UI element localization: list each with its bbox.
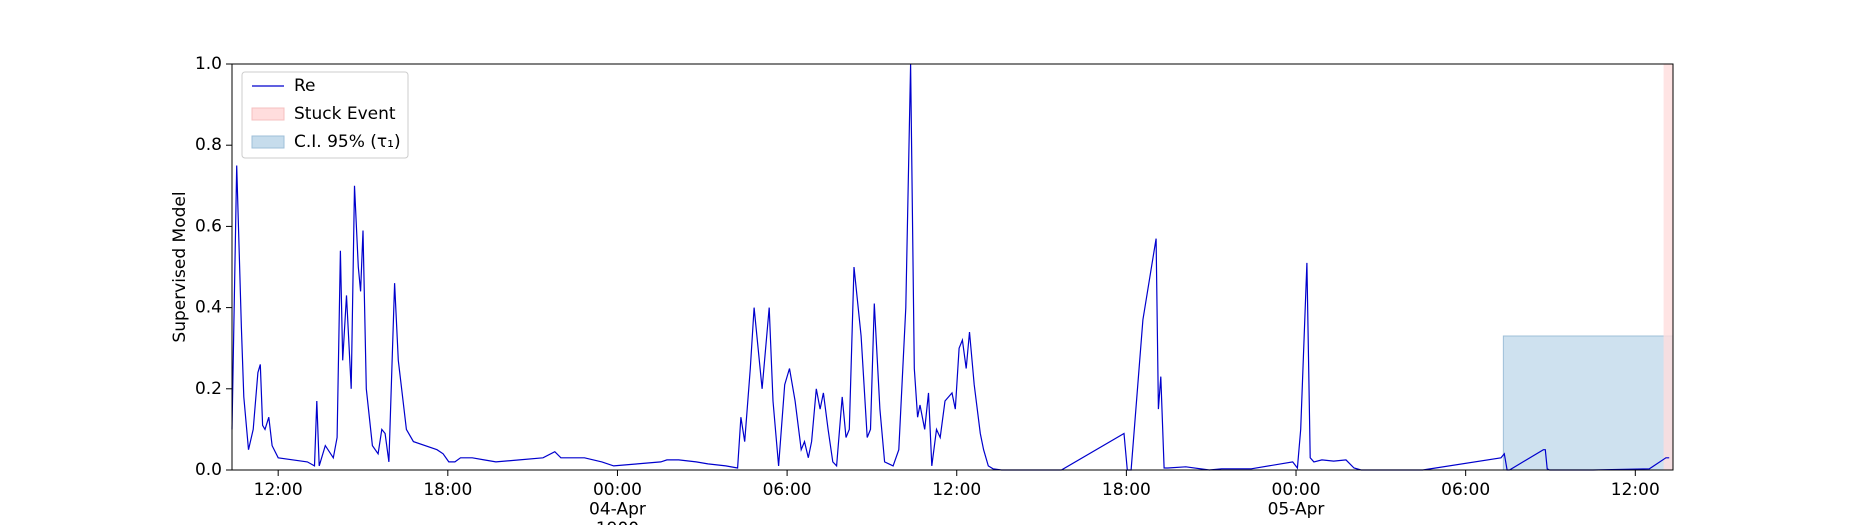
x-tick-label: 18:00 [1102,480,1151,500]
y-tick-label: 0.6 [195,216,222,236]
x-tick-label: 00:00 05-Apr [1268,480,1325,520]
x-tick-label: 18:00 [423,480,472,500]
plot-frame [231,63,1674,471]
legend-label: Re [294,76,316,96]
y-tick-label: 0.8 [195,135,222,155]
x-tick-label: 12:00 [1611,480,1660,500]
y-tick-label: 0.2 [195,379,222,399]
legend-swatch [251,135,285,149]
y-tick-label: 0.0 [195,460,222,480]
x-tick-label: 06:00 [1441,480,1490,500]
legend-label: Stuck Event [294,104,396,124]
legend-swatch [251,107,285,121]
line [231,63,1670,471]
x-tick-label: 12:00 [932,480,981,500]
y-tick-label: 0.4 [195,298,222,318]
x-tick-label: 12:00 [254,480,303,500]
y-tick-label: 1.0 [195,54,222,74]
confidence-interval [1502,335,1674,471]
x-tick-label: 06:00 [763,480,812,500]
stuck-event [1663,64,1673,470]
legend-label: C.I. 95% (τ₁) [294,132,401,152]
y-axis-label: Supervised Model [170,191,190,342]
legend: Re Stuck Event C.I. 95% (τ₁) [241,71,409,159]
